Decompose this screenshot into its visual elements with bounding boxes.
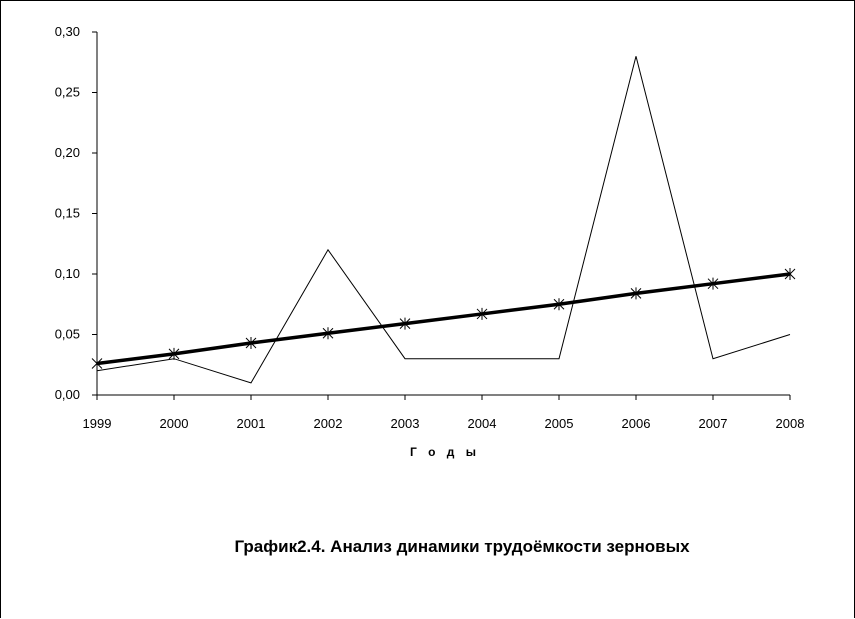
x-tick-label: 2001 <box>237 416 266 431</box>
x-tick-label: 2000 <box>160 416 189 431</box>
x-tick-label: 2004 <box>468 416 497 431</box>
star-marker <box>399 317 411 330</box>
x-axis-title: Г о д ы <box>410 445 480 459</box>
y-tick-labels: 0,00 0,05 0,10 0,15 0,20 0,25 0,30 <box>55 24 80 402</box>
y-tick-label: 0,10 <box>55 266 80 281</box>
y-tick-label: 0,05 <box>55 327 80 342</box>
star-marker <box>168 347 180 360</box>
x-tick-label: 1999 <box>83 416 112 431</box>
x-tick-label: 2005 <box>545 416 574 431</box>
y-tick-label: 0,30 <box>55 24 80 39</box>
x-tick-labels: 1999 2000 2001 2002 2003 2004 2005 2006 2007 2008 <box>83 416 805 431</box>
star-marker <box>322 327 334 340</box>
chart-caption: График2.4. Анализ динамики трудоёмкости … <box>234 537 690 556</box>
x-tick-label: 2006 <box>622 416 651 431</box>
x-tick-label: 2002 <box>314 416 343 431</box>
y-tick-label: 0,00 <box>55 387 80 402</box>
star-marker <box>91 357 103 370</box>
star-marker <box>784 268 796 280</box>
y-tick-label: 0,15 <box>55 206 80 221</box>
trend-line <box>96 272 791 366</box>
star-marker <box>707 277 719 290</box>
x-tick-label: 2008 <box>776 416 805 431</box>
axes <box>92 31 791 400</box>
star-marker <box>630 287 642 300</box>
star-marker <box>553 298 565 311</box>
series-layer <box>91 56 796 384</box>
data-line <box>96 56 791 384</box>
x-tick-label: 2007 <box>699 416 728 431</box>
x-tick-label: 2003 <box>391 416 420 431</box>
y-tick-label: 0,20 <box>55 145 80 160</box>
star-marker <box>245 336 257 349</box>
star-marker <box>476 307 488 320</box>
y-tick-label: 0,25 <box>55 85 80 100</box>
